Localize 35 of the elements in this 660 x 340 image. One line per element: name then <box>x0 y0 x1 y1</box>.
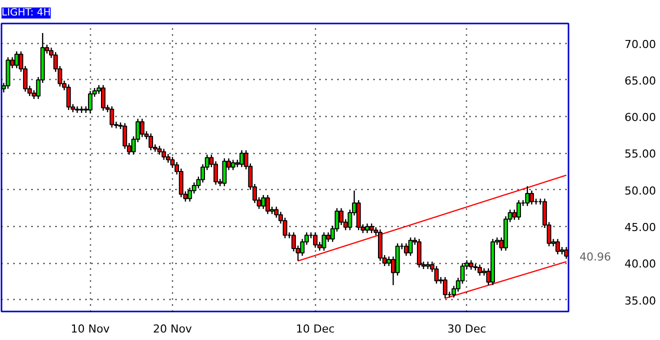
chart-title: LIGHT: 4H <box>2 8 51 18</box>
candlestick <box>222 158 227 187</box>
y-tick-label: 40.00 <box>624 258 656 271</box>
candlestick <box>416 238 422 268</box>
y-tick-label: 65.00 <box>624 74 656 88</box>
candlestick <box>468 260 474 270</box>
y-tick-label: 50.00 <box>624 184 656 198</box>
y-tick-label: 60.00 <box>624 111 656 124</box>
candlestick <box>14 50 19 69</box>
candlestick <box>148 132 154 151</box>
candlestick <box>230 159 236 171</box>
candlestick <box>564 246 568 260</box>
candlestick <box>110 106 114 128</box>
candlestick <box>265 194 270 215</box>
candlestick <box>529 190 534 206</box>
candlestick <box>408 236 413 256</box>
candlestick <box>516 200 521 220</box>
x-tick-label: 10 Dec <box>296 322 335 336</box>
candlestick <box>369 222 374 234</box>
x-tick-label: 20 Nov <box>152 322 192 336</box>
candlestick <box>434 265 439 284</box>
text: 40.96 <box>580 250 611 264</box>
candlestick <box>555 238 560 255</box>
candlestick <box>313 232 318 248</box>
candlestick <box>140 118 144 138</box>
y-tick-label: 45.00 <box>624 220 656 234</box>
candlestick <box>66 84 71 111</box>
candlestick <box>322 232 326 252</box>
x-tick-label: 30 Dec <box>447 322 486 336</box>
candlestick <box>525 186 530 207</box>
y-tick-label: 55.00 <box>624 148 656 161</box>
candlestick <box>261 194 266 210</box>
x-tick-label: 10 Nov <box>70 322 110 336</box>
y-tick-label: 70.00 <box>624 38 656 51</box>
y-tick-label: 35.00 <box>624 294 656 308</box>
